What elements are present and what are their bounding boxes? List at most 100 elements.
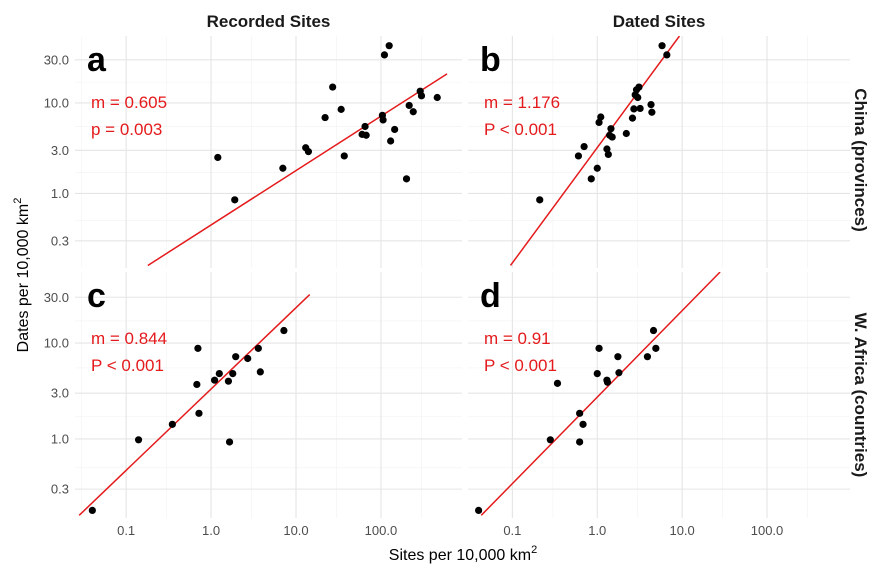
grid-b [468,36,850,268]
data-point-c-6 [211,377,218,384]
data-point-a-11 [363,132,370,139]
x-tick-label: 100.0 [365,523,398,538]
data-point-a-13 [379,116,386,123]
data-point-d-5 [579,421,586,428]
data-point-c-7 [216,370,223,377]
data-point-d-12 [644,353,651,360]
data-point-a-15 [386,42,393,49]
data-point-a-1 [231,196,238,203]
panel-d: dm = 0.91P < 0.0010.1 1.0 10.0 100.0 [468,272,850,538]
data-point-a-17 [391,126,398,133]
y-tick-label: 1.0 [51,431,69,446]
data-point-d-9 [604,379,611,386]
x-tick-label: 10.0 [283,523,308,538]
data-point-b-3 [588,175,595,182]
x-axis-title: Sites per 10,000 km2 [389,544,537,564]
data-point-c-12 [244,355,251,362]
data-point-a-7 [338,106,345,113]
data-point-b-6 [597,113,604,120]
y-tick-label: 10.0 [44,336,69,351]
data-point-b-2 [581,143,588,150]
data-point-c-5 [195,410,202,417]
data-point-a-18 [403,175,410,182]
grid-c [75,272,462,518]
data-point-d-13 [650,327,657,334]
data-point-b-17 [634,94,641,101]
data-point-d-10 [614,353,621,360]
panel-b: b m = 1.176 P < 0.001 [468,36,850,268]
data-point-b-19 [637,105,644,112]
data-point-c-2 [169,421,176,428]
panel-letter-a: a [87,41,107,79]
data-point-c-1 [135,436,142,443]
data-point-a-0 [214,154,221,161]
y-tick-label: 30.0 [44,290,69,305]
data-point-c-15 [280,327,287,334]
grid-a [75,36,462,268]
slope-label-a: m = 0.605 [91,93,167,112]
data-point-a-10 [361,123,368,130]
data-point-c-9 [226,438,233,445]
data-point-c-4 [194,345,201,352]
data-point-a-23 [434,94,441,101]
column-strip-recorded-sites: Recorded Sites [207,12,331,31]
data-point-b-23 [663,51,670,58]
x-axis-title-text: Sites per 10,000 km [389,547,531,564]
x-tick-label: 100.0 [751,523,784,538]
data-point-b-13 [629,115,636,122]
x-tick-label: 0.1 [117,523,135,538]
x-tick-label: 1.0 [588,523,606,538]
data-point-b-20 [647,101,654,108]
p-value-label-c: P < 0.001 [91,356,164,375]
data-point-b-22 [658,42,665,49]
data-point-c-10 [229,370,236,377]
y-tick-label: 1.0 [51,186,69,201]
data-point-d-1 [547,436,554,443]
data-point-b-1 [575,152,582,159]
data-point-a-5 [321,114,328,121]
y-axis-title-superscript: 2 [12,198,24,204]
data-point-b-10 [607,125,614,132]
panel-c: c m = 0.844 P < 0.001 0.3 1.0 3.0 10.0 30.0 0.1 1… [44,272,462,538]
y-tick-label: 30.0 [44,52,69,67]
data-point-b-4 [594,165,601,172]
data-point-c-11 [232,353,239,360]
data-point-a-14 [381,51,388,58]
p-value-label-a: p = 0.003 [91,120,162,139]
data-point-d-4 [576,438,583,445]
data-point-c-3 [193,381,200,388]
data-point-b-11 [609,133,616,140]
data-point-a-19 [406,102,413,109]
data-point-a-22 [418,92,425,99]
x-tick-label: 1.0 [202,523,220,538]
data-point-b-0 [536,196,543,203]
data-point-c-8 [225,378,232,385]
data-point-d-3 [576,410,583,417]
data-point-d-14 [652,345,659,352]
panel-a: a m = 0.605 p = 0.003 0.3 1.0 3.0 10.0 30.0 [44,36,462,268]
y-tick-label: 0.3 [51,482,69,497]
data-point-b-18 [635,83,642,90]
row-strip-china: China (provinces) [851,88,870,232]
panel-letter-b: b [480,41,501,79]
y-axis-title: Dates per 10,000 km2 [12,198,32,353]
data-point-d-7 [595,345,602,352]
column-strip-dated-sites: Dated Sites [613,12,706,31]
data-point-c-14 [257,368,264,375]
x-axis-title-superscript: 2 [531,544,537,556]
y-axis-title-text: Dates per 10,000 km [15,204,32,353]
data-point-c-0 [89,507,96,514]
data-point-a-2 [279,165,286,172]
data-point-c-13 [255,345,262,352]
regression-line-c [79,295,310,516]
data-point-a-20 [410,108,417,115]
y-tick-label: 3.0 [51,143,69,158]
data-point-b-14 [630,105,637,112]
y-tick-label: 10.0 [44,95,69,110]
data-point-a-8 [341,152,348,159]
data-point-a-16 [387,137,394,144]
data-point-d-11 [615,369,622,376]
data-point-a-4 [305,148,312,155]
grid-d [468,272,850,518]
